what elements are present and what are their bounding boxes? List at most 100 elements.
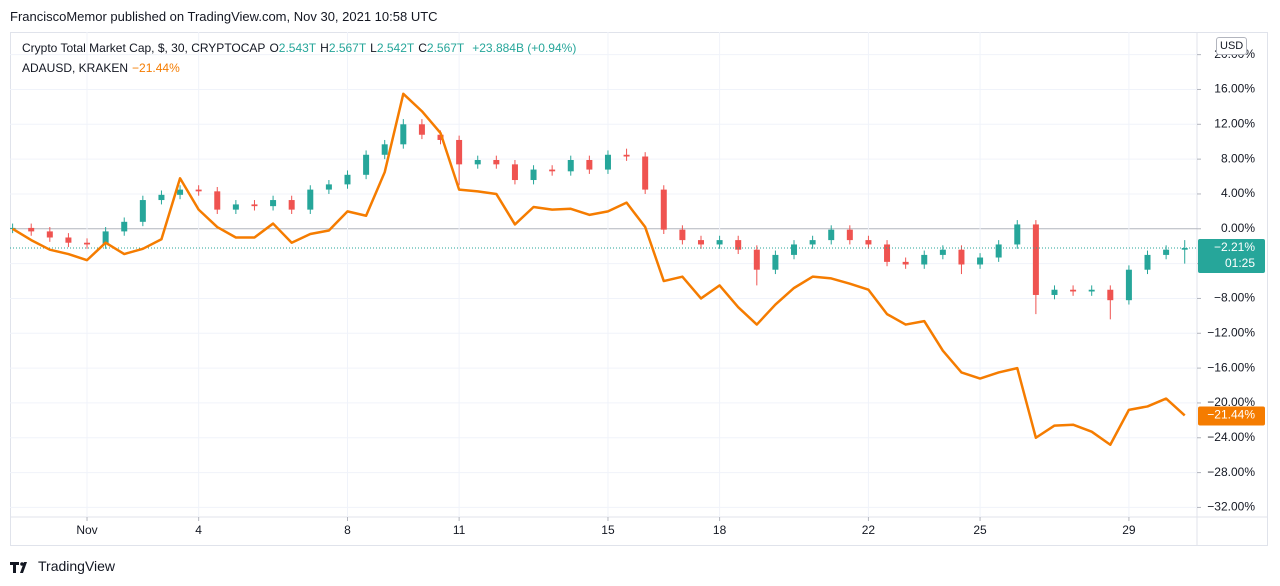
- legend-row: ADAUSD, KRAKEN −21.44%: [22, 61, 184, 75]
- ohlc: O2.543T H2.567T L2.542T C2.567T: [269, 41, 468, 55]
- candle-body: [325, 184, 332, 190]
- grid: [10, 32, 1197, 517]
- price-tag-label: −2.21%: [1214, 240, 1255, 254]
- x-tick-label: 8: [344, 523, 351, 537]
- y-tick-label: −24.00%: [1207, 430, 1255, 444]
- candle-body: [493, 159, 500, 165]
- ohlc-value: 2.542T: [376, 41, 415, 55]
- candle-body: [1014, 224, 1021, 245]
- candle-body: [567, 159, 574, 172]
- candle-body: [474, 159, 481, 165]
- candle-body: [344, 174, 351, 185]
- candle-body: [791, 244, 798, 255]
- candle-body: [958, 249, 965, 265]
- price-tag: [1198, 406, 1265, 426]
- candle-body: [1144, 254, 1151, 270]
- ohlc-key: C: [418, 41, 427, 55]
- y-tick-label: −12.00%: [1207, 325, 1255, 339]
- candle-body: [623, 154, 630, 157]
- candle-body: [902, 261, 909, 265]
- x-tick-label: Nov: [76, 523, 97, 537]
- x-tick-label: 18: [713, 523, 727, 537]
- ohlc-key: H: [320, 41, 329, 55]
- chart-frame: [10, 32, 1268, 546]
- candle-body: [84, 242, 91, 245]
- candle-body: [753, 249, 760, 270]
- candle-body: [158, 194, 165, 201]
- candle-body: [46, 231, 53, 238]
- candle-body: [456, 139, 463, 165]
- y-tick-label: 0.00%: [1221, 221, 1255, 235]
- candle-body: [270, 200, 277, 207]
- candle-body: [735, 240, 742, 250]
- candle-body: [977, 257, 984, 265]
- candle-body: [288, 200, 295, 210]
- candle-body: [846, 229, 853, 241]
- x-tick-label: 22: [862, 523, 876, 537]
- candle-body: [418, 124, 425, 135]
- candle-body: [251, 204, 258, 207]
- candle-body: [530, 169, 537, 181]
- ohlc-key: L: [370, 41, 377, 55]
- plot-area: [10, 92, 1197, 446]
- legend-row: Crypto Total Market Cap, $, 30, CRYPTOCA…: [22, 41, 580, 55]
- publish-info: FranciscoMemor published on TradingView.…: [10, 9, 438, 24]
- candle-body: [549, 169, 556, 172]
- candle-body: [400, 124, 407, 145]
- candle-body: [604, 154, 611, 170]
- candle-body: [214, 191, 221, 210]
- candle-body: [697, 240, 704, 245]
- candle-body: [1107, 289, 1114, 301]
- x-tick-label: 25: [973, 523, 987, 537]
- legend-change: −21.44%: [132, 61, 180, 75]
- candle-body: [381, 144, 388, 155]
- y-tick-label: 4.00%: [1221, 186, 1255, 200]
- candle-body: [1070, 289, 1077, 292]
- candle-body: [177, 189, 184, 195]
- axes: 20.00%16.00%12.00%8.00%4.00%0.00%−4.00%−…: [76, 47, 1265, 537]
- candle-body: [1163, 249, 1170, 255]
- y-tick-label: −16.00%: [1207, 360, 1255, 374]
- candle-body: [232, 204, 239, 210]
- candle-body: [679, 229, 686, 241]
- candle-body: [65, 237, 72, 243]
- candle-body: [28, 227, 35, 232]
- candle-body: [642, 156, 649, 190]
- x-tick-label: 29: [1122, 523, 1136, 537]
- candle-body: [1032, 224, 1039, 295]
- candle-body: [195, 189, 202, 192]
- candle-body: [511, 164, 518, 181]
- candle-body: [121, 221, 128, 232]
- candle-body: [1051, 289, 1058, 295]
- candle-body: [1125, 269, 1132, 301]
- candle-body: [995, 244, 1002, 258]
- candle-body: [772, 254, 779, 270]
- price-tag: [1198, 239, 1265, 274]
- candle-body: [139, 200, 146, 222]
- brand: TradingView: [38, 558, 116, 574]
- ohlc-value: 2.567T: [328, 41, 367, 55]
- candle-body: [809, 240, 816, 245]
- ohlc-key: O: [269, 41, 279, 55]
- candle-body: [437, 134, 444, 140]
- y-tick-label: −8.00%: [1214, 291, 1255, 305]
- y-tick-label: 8.00%: [1221, 151, 1255, 165]
- candle-body: [10, 227, 16, 229]
- x-tick-label: 11: [453, 523, 466, 537]
- candle-body: [586, 159, 593, 170]
- candle-body: [828, 229, 835, 241]
- candle-body: [307, 189, 314, 210]
- x-tick-label: 4: [195, 523, 202, 537]
- y-tick-label: −32.00%: [1207, 500, 1255, 514]
- candle-body: [716, 240, 723, 245]
- ohlc-value: 2.543T: [278, 41, 317, 55]
- candle-body: [1181, 248, 1188, 250]
- x-tick-label: 15: [601, 523, 615, 537]
- legend-change: +23.884B (+0.94%): [472, 41, 577, 55]
- y-tick-label: −28.00%: [1207, 465, 1255, 479]
- currency-button[interactable]: USD: [1216, 37, 1248, 55]
- y-tick-label: −20.00%: [1207, 395, 1255, 409]
- price-tag-label: 01:25: [1225, 256, 1255, 270]
- candle-body: [102, 231, 109, 245]
